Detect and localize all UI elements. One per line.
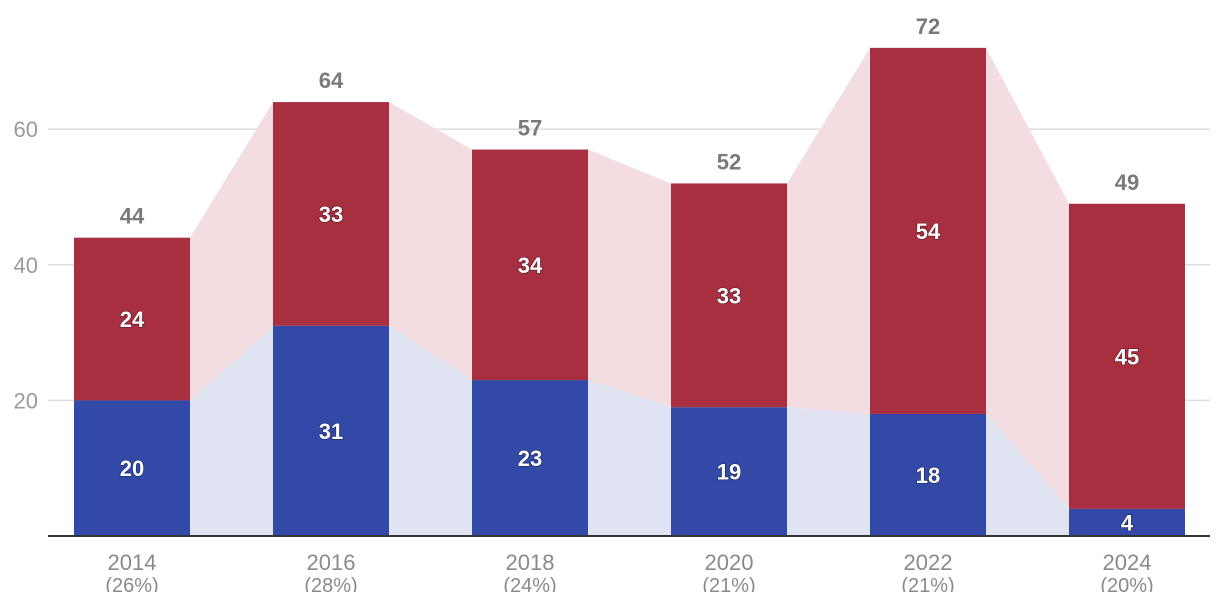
x-tick-label: 2022 (904, 550, 953, 575)
data-label-bottom: 20 (120, 456, 144, 481)
y-tick-label: 40 (14, 253, 38, 278)
data-label-top: 34 (518, 253, 543, 278)
band-top-2 (588, 149, 671, 408)
bar-top-2016 (273, 102, 389, 326)
band-top-4 (986, 47, 1069, 509)
bar-top-2020 (671, 183, 787, 408)
x-tick-label: 2018 (506, 550, 555, 575)
data-label-top: 45 (1115, 344, 1139, 369)
x-tick-sublabel: (21%) (901, 575, 954, 592)
data-label-bottom: 19 (717, 460, 741, 485)
data-label-total: 57 (518, 116, 542, 141)
bar-top-2018 (472, 149, 588, 381)
x-tick-sublabel: (24%) (503, 575, 556, 592)
bar-bottom-2024 (1069, 508, 1185, 536)
data-label-top: 54 (916, 219, 941, 244)
data-label-bottom: 4 (1121, 510, 1134, 535)
band-top-0 (190, 102, 273, 401)
data-label-top: 24 (120, 307, 145, 332)
connector-bands (190, 47, 1069, 536)
data-labels: 20 24 44 31 33 64 23 34 57 19 33 52 18 54 72 4 45 49 (119, 14, 1140, 536)
x-tick-sublabel: (20%) (1100, 575, 1153, 592)
bar-bottom-2020 (671, 407, 787, 536)
bar-top-2024 (1069, 203, 1185, 509)
axes: 2014(26%)2016(28%)2018(24%)2020(21%)2022… (48, 535, 1210, 592)
x-tick-label: 2020 (705, 550, 754, 575)
band-bottom-4 (986, 413, 1069, 536)
band-bottom-3 (787, 407, 870, 536)
data-label-bottom: 31 (319, 419, 343, 444)
y-tick-label: 20 (14, 388, 38, 413)
bar-bottom-2022 (870, 413, 986, 536)
bar-top-2014 (74, 237, 190, 401)
data-label-total: 64 (319, 68, 344, 93)
data-label-top: 33 (717, 283, 741, 308)
y-tick-label: 60 (14, 117, 38, 142)
data-label-bottom: 18 (916, 463, 940, 488)
x-tick-label: 2016 (307, 550, 356, 575)
data-label-top: 33 (319, 202, 343, 227)
band-top-3 (787, 47, 870, 414)
data-label-total: 52 (717, 149, 741, 174)
data-label-total: 72 (916, 14, 940, 39)
band-bottom-1 (389, 325, 472, 536)
x-tick-sublabel: (21%) (702, 575, 755, 592)
x-tick-sublabel: (28%) (304, 575, 357, 592)
bar-bottom-2014 (74, 400, 190, 536)
band-top-1 (389, 102, 472, 381)
bar-top-2022 (870, 47, 986, 414)
bars (74, 47, 1185, 536)
data-label-bottom: 23 (518, 446, 542, 471)
data-label-total: 49 (1115, 170, 1139, 195)
bar-bottom-2018 (472, 380, 588, 536)
band-bottom-0 (190, 325, 273, 536)
data-label-total: 44 (120, 204, 145, 229)
x-tick-sublabel: (26%) (105, 575, 158, 592)
x-tick-label: 2014 (108, 550, 157, 575)
band-bottom-2 (588, 380, 671, 536)
bar-bottom-2016 (273, 325, 389, 536)
x-tick-label: 2024 (1103, 550, 1152, 575)
